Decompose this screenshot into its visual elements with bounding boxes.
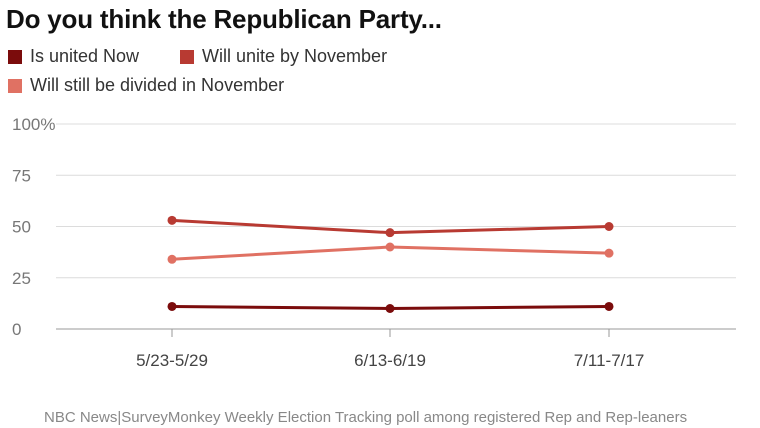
- data-point: [167, 301, 177, 311]
- y-tick-label: 0: [12, 320, 21, 339]
- data-point: [604, 301, 614, 311]
- legend-item-is-united-now: Is united Now: [8, 46, 139, 67]
- y-tick-label: 25: [12, 269, 31, 288]
- y-tick-label: 75: [12, 166, 31, 185]
- y-tick-label: 100%: [12, 115, 55, 134]
- legend-item-still-divided: Will still be divided in November: [8, 75, 284, 96]
- x-tick-label: 7/11-7/17: [574, 351, 645, 370]
- y-tick-label: 50: [12, 218, 31, 237]
- x-tick-label: 5/23-5/29: [136, 351, 208, 370]
- data-point: [385, 304, 395, 313]
- legend-item-will-unite: Will unite by November: [180, 46, 387, 67]
- data-point: [604, 248, 614, 258]
- legend-label: Will still be divided in November: [30, 75, 285, 95]
- data-point: [167, 254, 177, 264]
- data-point: [385, 242, 395, 252]
- legend-swatch: [8, 49, 22, 64]
- data-point: [604, 222, 614, 231]
- legend-swatch: [180, 49, 194, 64]
- data-point: [167, 215, 177, 225]
- legend-label: Is united Now: [30, 46, 140, 66]
- data-point: [385, 228, 395, 238]
- chart-title: Do you think the Republican Party...: [6, 4, 442, 34]
- legend-label: Will unite by November: [202, 46, 388, 66]
- legend-swatch: [8, 78, 22, 93]
- x-tick-label: 6/13-6/19: [354, 351, 426, 370]
- source-note: NBC News|SurveyMonkey Weekly Election Tr…: [44, 409, 688, 426]
